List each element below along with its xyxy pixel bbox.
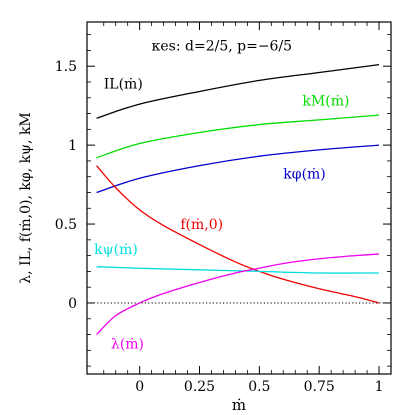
x-tick-label: 0.5 [248, 379, 270, 395]
series-line-2 [96, 144, 380, 194]
series-line-4 [96, 266, 380, 274]
x-axis-label: ṁ [232, 396, 246, 414]
series-label: λ(ṁ) [111, 337, 144, 353]
series-label: kM(ṁ) [302, 94, 349, 110]
x-tick-label: 0.25 [184, 379, 215, 395]
series-line-3 [96, 165, 380, 304]
x-tick-label: 1 [375, 379, 384, 395]
plot-frame [86, 21, 392, 375]
series-label: kφ(ṁ) [283, 166, 326, 182]
y-tick-label: 1 [68, 138, 77, 154]
y-tick-label: 1.5 [55, 59, 77, 75]
x-tick-label: 0.75 [304, 379, 335, 395]
chart-text: 0 0.25 0.5 0.75 1 0 0.5 1 1.5 ṁ λ, IL, f(ṁ,0), kφ,… [18, 38, 383, 414]
series-line-5 [96, 253, 380, 335]
series-label: IL(ṁ) [104, 76, 143, 92]
series-line-1 [96, 114, 380, 159]
series-label: f(ṁ,0) [180, 217, 223, 233]
y-tick-label: 0 [68, 296, 77, 312]
y-tick-label: 0.5 [55, 217, 77, 233]
series-line-0 [96, 63, 380, 119]
chart-title: κes: d=2/5, p=−6/5 [152, 38, 292, 54]
x-tick-label: 0 [135, 379, 144, 395]
series-label: kψ(ṁ) [94, 242, 138, 258]
y-axis-label: λ, IL, f(ṁ,0), kφ, kψ, kM [18, 112, 34, 284]
series-lines [87, 22, 391, 374]
